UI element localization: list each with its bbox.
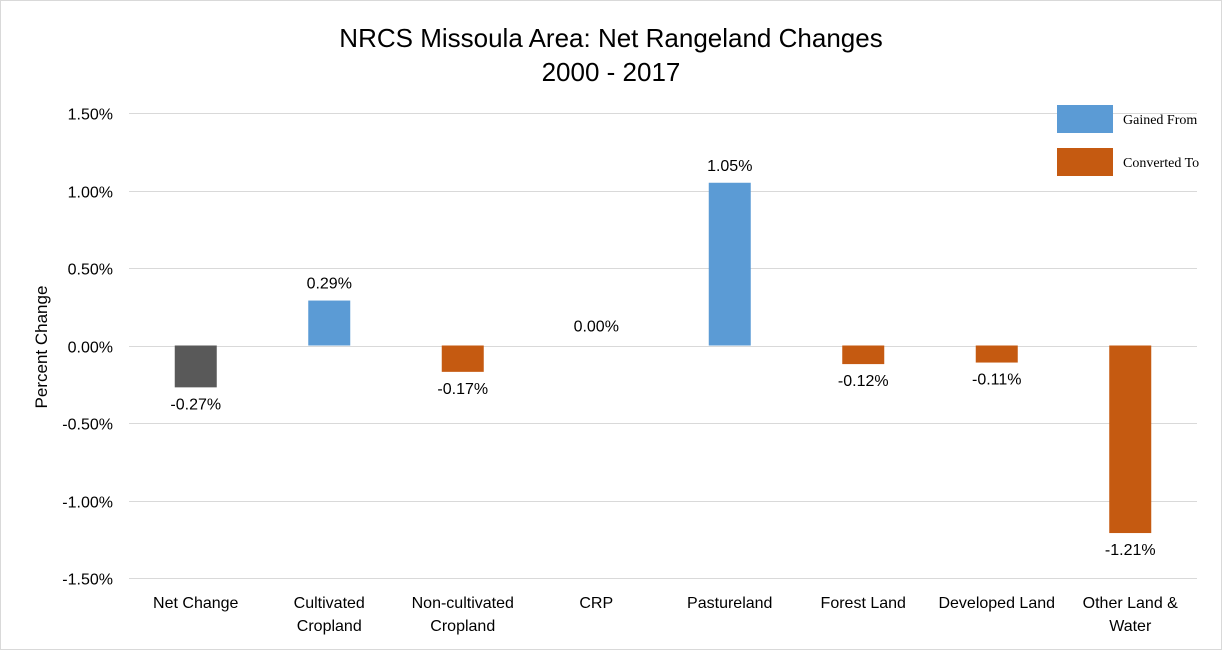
category-label-line: Other Land & — [1083, 595, 1179, 612]
data-label: 1.05% — [707, 158, 752, 175]
category-label-line: Net Change — [153, 595, 238, 612]
data-label: 0.00% — [574, 319, 619, 336]
x-axis-categories: Net Change Cultivated CroplandNon-cultivat… — [153, 595, 1178, 635]
legend-label: Gained From — [1123, 113, 1197, 128]
y-tick-label: 0.00% — [68, 340, 113, 357]
category-label-line: Cropland — [297, 618, 362, 635]
data-label: -0.11% — [972, 372, 1022, 389]
bars — [174, 182, 1152, 534]
bar — [441, 345, 484, 372]
y-tick-label: 0.50% — [68, 262, 113, 279]
category-label-line: Forest Land — [821, 595, 906, 612]
y-axis-label: Percent Change — [32, 286, 51, 409]
category-label-line: Non-cultivated — [412, 595, 514, 612]
bar — [708, 182, 751, 346]
category-label: Cultivated Cropland — [294, 595, 365, 635]
bar — [174, 345, 217, 388]
category-label-line: Water — [1109, 618, 1152, 635]
y-tick-label: 1.00% — [68, 185, 113, 202]
legend: Gained From Converted To — [1057, 105, 1199, 176]
y-tick-label: -1.00% — [62, 495, 113, 512]
legend-label: Converted To — [1123, 156, 1199, 171]
chart-title: NRCS Missoula Area: Net Rangeland Change… — [339, 23, 882, 87]
category-label: Pastureland — [687, 595, 772, 612]
y-tick-label: -0.50% — [62, 417, 113, 434]
category-label-line: Pastureland — [687, 595, 772, 612]
data-labels: -0.27% 0.29% -0.17% 0.00% 1.05% -0.12% -0.11% -… — [170, 158, 1155, 559]
y-tick-label: -1.50% — [62, 572, 113, 589]
data-label: -0.27% — [170, 396, 221, 413]
bar — [1109, 345, 1152, 534]
data-label: 0.29% — [307, 276, 352, 293]
legend-swatch — [1057, 148, 1113, 176]
chart-title-line-1: NRCS Missoula Area: Net Rangeland Change… — [339, 23, 882, 53]
category-label: Other Land & Water — [1083, 595, 1179, 635]
bar — [308, 300, 351, 346]
data-label: -0.17% — [437, 381, 488, 398]
category-label-line: CRP — [579, 595, 613, 612]
category-label: CRP — [579, 595, 613, 612]
category-label: Developed Land — [938, 595, 1055, 612]
category-label: Net Change — [153, 595, 238, 612]
category-label-line: Cropland — [430, 618, 495, 635]
gridlines — [129, 113, 1197, 579]
y-tick-label: 1.50% — [68, 107, 113, 124]
category-label-line: Cultivated — [294, 595, 365, 612]
legend-swatch — [1057, 105, 1113, 133]
category-label-line: Developed Land — [938, 595, 1055, 612]
bar — [842, 345, 885, 365]
bar — [975, 345, 1018, 363]
data-label: -0.12% — [838, 373, 889, 390]
category-label: Non-cultivated Cropland — [412, 595, 514, 635]
chart-title-line-2: 2000 - 2017 — [542, 57, 681, 87]
data-label: -1.21% — [1105, 542, 1156, 559]
category-label: Forest Land — [821, 595, 906, 612]
y-axis-ticks: 1.50% 1.00% 0.50% 0.00% -0.50% -1.00% -1.50% — [62, 107, 113, 589]
